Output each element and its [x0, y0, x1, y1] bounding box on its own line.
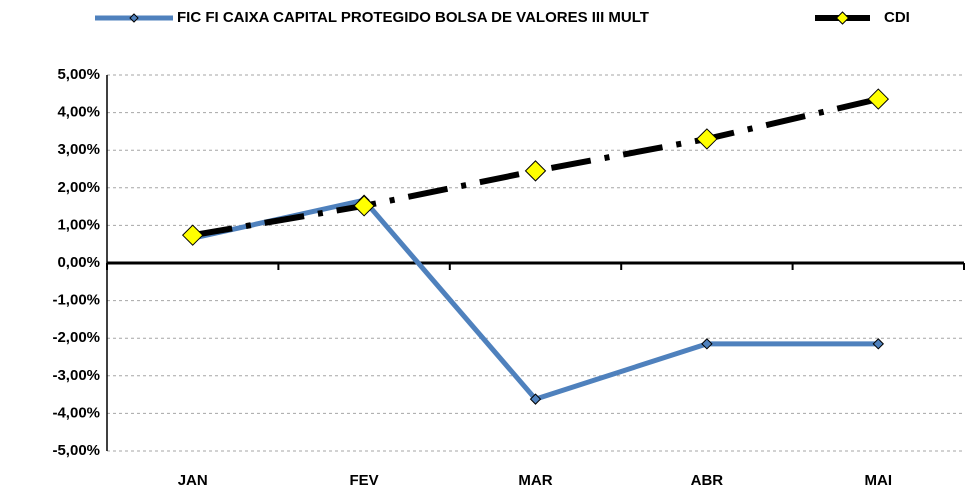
- y-tick-label: 3,00%: [57, 141, 100, 158]
- point-marker: [181, 224, 204, 246]
- x-tick-label: FEV: [350, 472, 379, 489]
- point-marker: [529, 393, 542, 405]
- point-marker: [867, 88, 890, 110]
- y-tick-label: -5,00%: [52, 442, 100, 459]
- y-tick-label: -4,00%: [52, 404, 100, 421]
- point-marker: [524, 160, 547, 182]
- x-tick-label: MAI: [865, 472, 893, 489]
- y-tick-label: -2,00%: [52, 329, 100, 346]
- legend-label: CDI: [884, 9, 910, 26]
- point-marker: [696, 128, 718, 150]
- series-line: [192, 197, 879, 402]
- x-tick-label: JAN: [178, 472, 208, 489]
- y-tick-label: 4,00%: [57, 104, 100, 121]
- y-tick-label: -3,00%: [52, 367, 100, 384]
- y-tick-label: 5,00%: [57, 66, 100, 83]
- legend-marker: [835, 11, 850, 25]
- y-tick-label: 0,00%: [57, 254, 100, 271]
- y-tick-label: 2,00%: [57, 179, 100, 196]
- x-tick-label: ABR: [691, 472, 724, 489]
- legend-marker: [129, 13, 139, 23]
- point-marker: [353, 195, 375, 217]
- legend-label: FIC FI CAIXA CAPITAL PROTEGIDO BOLSA DE …: [177, 9, 649, 26]
- point-marker: [701, 338, 713, 350]
- x-tick-label: MAR: [518, 472, 552, 489]
- y-tick-label: 1,00%: [57, 216, 100, 233]
- y-tick-label: -1,00%: [52, 292, 100, 309]
- point-marker: [872, 338, 885, 350]
